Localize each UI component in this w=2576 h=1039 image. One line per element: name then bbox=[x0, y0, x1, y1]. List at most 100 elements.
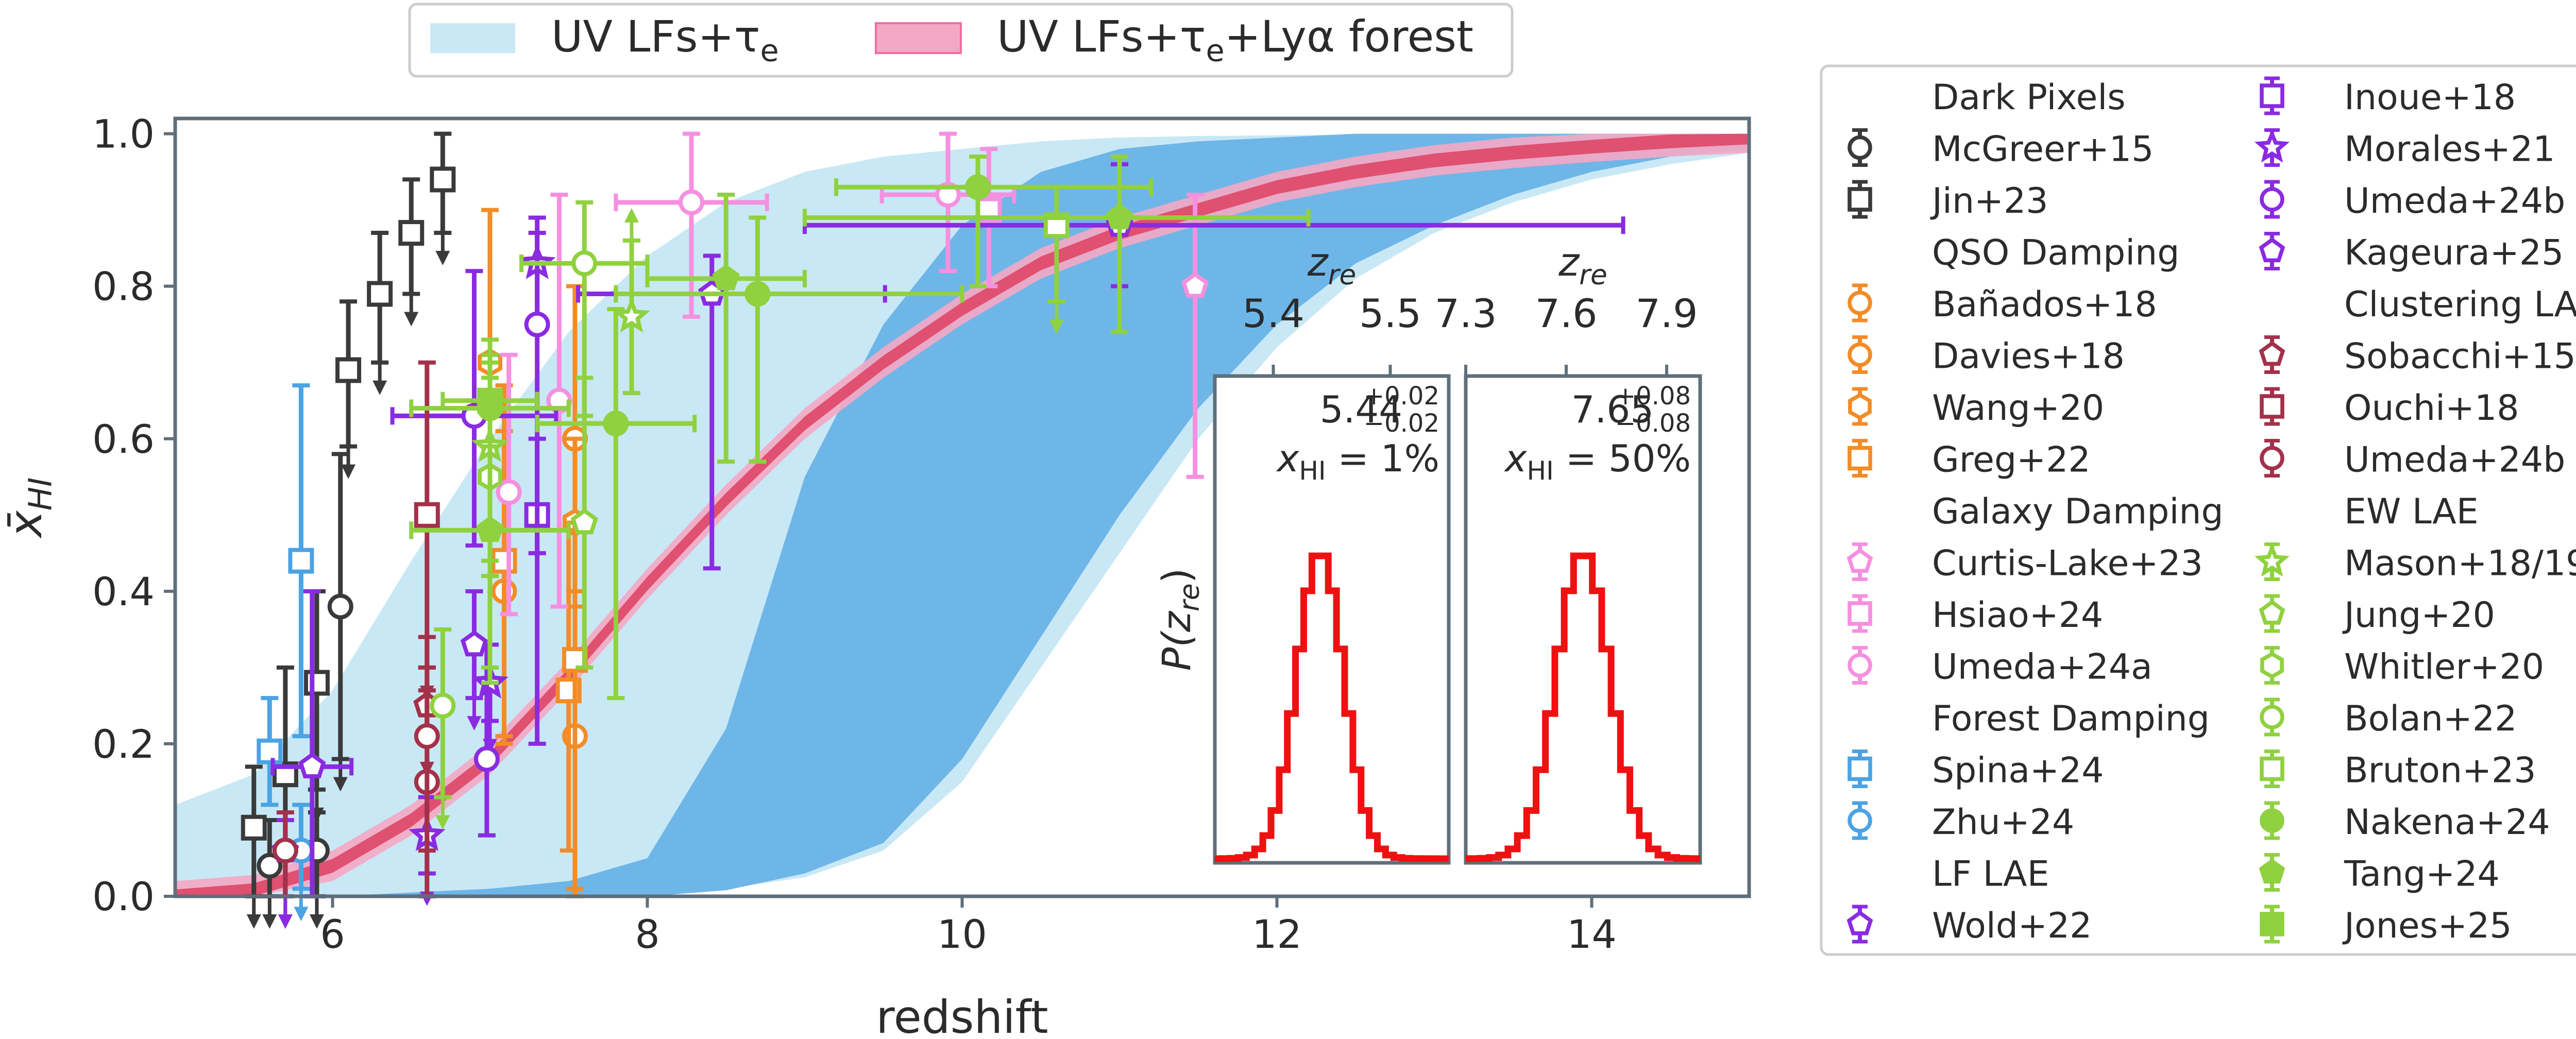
legend-entry-17: Inoue+18 bbox=[2260, 76, 2516, 118]
inset-xhi-sym-1: x bbox=[1504, 437, 1528, 480]
inset-xhi-sub-0: HI bbox=[1299, 456, 1326, 486]
inset-tick-label-1-7.9: 7.9 bbox=[1636, 291, 1698, 336]
legend-marker-1 bbox=[1848, 135, 1872, 160]
inset-y-label-suffix: ) bbox=[1154, 568, 1199, 584]
point-Jin+23-6-upper-arrow bbox=[435, 251, 450, 266]
legend-header-3: QSO Damping bbox=[1932, 233, 2179, 274]
point-Spina+24-0 bbox=[257, 738, 283, 764]
legend-marker-4 bbox=[1848, 291, 1872, 315]
legend-label-20: Kageura+25 bbox=[2344, 233, 2564, 274]
point-McGreer+15-2 bbox=[327, 593, 353, 620]
legend-label-29: Bolan+22 bbox=[2344, 699, 2517, 739]
legend-label-30: Bruton+23 bbox=[2344, 751, 2536, 791]
legend-entry-5: Davies+18 bbox=[1848, 335, 2125, 377]
x-tick-label-6: 6 bbox=[320, 911, 345, 957]
band-uvlf-inner bbox=[175, 133, 1749, 897]
point-Tang+24-1 bbox=[712, 264, 740, 291]
legend-entry-24: Umeda+24b bbox=[2260, 439, 2565, 481]
point-Umeda+24a-0 bbox=[496, 479, 522, 505]
legend-label-2: Jin+23 bbox=[1930, 181, 2048, 222]
inset-axis-label-1-sub: re bbox=[1579, 259, 1607, 291]
legend-header-12: Forest Damping bbox=[1932, 699, 2210, 739]
point-Ouchi+18-0 bbox=[414, 502, 440, 528]
legend-entry-27: Jung+20 bbox=[2259, 594, 2495, 636]
point-Tang+24-0 bbox=[476, 516, 504, 542]
legend-entry-29: Bolan+22 bbox=[2260, 697, 2517, 739]
point-Tang+24-2 bbox=[1106, 203, 1133, 230]
inset-axis-label-0-main: z bbox=[1307, 239, 1329, 285]
legend-entry-1: McGreer+15 bbox=[1848, 128, 2154, 170]
legend-entry-14: Zhu+24 bbox=[1848, 801, 2074, 843]
legend-label-33: Jones+25 bbox=[2342, 906, 2512, 946]
legend-marker-30 bbox=[2260, 756, 2284, 781]
legend-label-10: Hsiao+24 bbox=[1932, 595, 2103, 636]
series-Umeda+24b bbox=[272, 635, 440, 898]
inset-histogram-0 bbox=[1215, 552, 1449, 862]
point-Jones+25-0 bbox=[477, 387, 503, 414]
point-Spina+24-1 bbox=[288, 548, 314, 574]
data-points bbox=[241, 131, 1625, 929]
legend-marker-16 bbox=[1846, 910, 1873, 935]
legend-entry-30: Bruton+23 bbox=[2260, 750, 2536, 791]
inset-xhi-sub-1: HI bbox=[1527, 456, 1554, 486]
point-Umeda+24b-0 bbox=[473, 746, 500, 772]
inset-err-minus-0: −0.02 bbox=[1364, 409, 1439, 438]
y-axis-label-sub: HI bbox=[22, 478, 59, 510]
right-legend: Dark Pixels McGreer+15 Jin+23 QSO Damping Ba… bbox=[1820, 64, 2576, 956]
legend-marker-23 bbox=[2260, 394, 2284, 419]
right-legend-box bbox=[1820, 64, 2576, 956]
legend-label-9: Curtis-Lake+23 bbox=[1932, 543, 2203, 584]
inset-value-0: 5.44 bbox=[1320, 388, 1402, 431]
inset-err-plus-0: +0.02 bbox=[1364, 382, 1439, 411]
top-legend-label-0-main: UV LFs+τ bbox=[551, 11, 760, 62]
legend-entry-6: Wang+20 bbox=[1848, 387, 2104, 429]
legend-marker-5 bbox=[1848, 342, 1872, 367]
inset-err-minus-1: −0.08 bbox=[1615, 409, 1691, 438]
legend-marker-10 bbox=[1848, 601, 1872, 626]
y-axis-label: x̄HI bbox=[0, 478, 59, 539]
legend-marker-27 bbox=[2259, 600, 2285, 625]
series-Bolan+22 bbox=[430, 200, 650, 830]
inset-frame-1 bbox=[1464, 374, 1702, 865]
legend-marker-28 bbox=[2260, 652, 2284, 679]
inset-tick-label-1-7.3: 7.3 bbox=[1435, 291, 1497, 336]
point-Bolan+22-1 bbox=[571, 250, 598, 277]
point-Nakena+24-3 bbox=[965, 174, 991, 200]
inset-axis-label-1-main: z bbox=[1558, 239, 1580, 285]
legend-entry-7: Greg+22 bbox=[1848, 439, 2091, 481]
x-tick-label-8: 8 bbox=[635, 911, 659, 957]
y-tick-label-1.0: 1.0 bbox=[92, 111, 155, 157]
legend-entry-31: Nakena+24 bbox=[2260, 801, 2550, 843]
inset-y-label: P(zre) bbox=[1154, 568, 1206, 671]
top-legend-label-0: UV LFs+τe bbox=[551, 11, 779, 68]
legend-label-27: Jung+20 bbox=[2342, 595, 2495, 636]
legend-header-0: Dark Pixels bbox=[1932, 77, 2126, 118]
point-Jin+23-2 bbox=[303, 670, 330, 696]
legend-label-14: Zhu+24 bbox=[1932, 802, 2074, 843]
point-Jin+23-3 bbox=[335, 357, 362, 383]
legend-marker-22 bbox=[2259, 340, 2285, 366]
point-Jin+23-4-upper-arrow bbox=[372, 380, 387, 395]
inset-tick-label-0-5.4: 5.4 bbox=[1242, 291, 1304, 336]
y-axis-label-main: x̄ bbox=[0, 510, 52, 539]
legend-label-13: Spina+24 bbox=[1932, 751, 2104, 791]
top-legend-label-1-sub: e bbox=[1206, 32, 1224, 68]
legend-entry-19: Umeda+24b bbox=[2260, 180, 2565, 222]
point-Zhu+24-0-upper-arrow bbox=[294, 907, 309, 922]
point-Nakena+24-2 bbox=[744, 281, 771, 307]
legend-label-18: Morales+21 bbox=[2344, 129, 2555, 170]
point-Jin+23-4 bbox=[367, 281, 393, 307]
point-McGreer+15-0-upper-arrow bbox=[262, 914, 277, 929]
top-legend-label-1-suffix: +Lyα forest bbox=[1225, 11, 1473, 62]
inset-y-label-sub: re bbox=[1174, 583, 1206, 611]
inset-tick-label-1-7.6: 7.6 bbox=[1535, 291, 1598, 336]
inset-axis-label-0-sub: re bbox=[1328, 259, 1357, 291]
legend-entry-18: Morales+21 bbox=[2254, 128, 2555, 170]
top-legend: UV LFs+τe UV LFs+τe+Lyα forest bbox=[408, 3, 1514, 78]
x-axis-label: redshift bbox=[876, 991, 1048, 1039]
point-Jung+20-0 bbox=[570, 508, 598, 535]
top-legend-label-1-main: UV LFs+τ bbox=[997, 11, 1206, 62]
legend-label-17: Inoue+18 bbox=[2344, 77, 2516, 118]
inset-tick-label-0-5.5: 5.5 bbox=[1359, 291, 1421, 336]
